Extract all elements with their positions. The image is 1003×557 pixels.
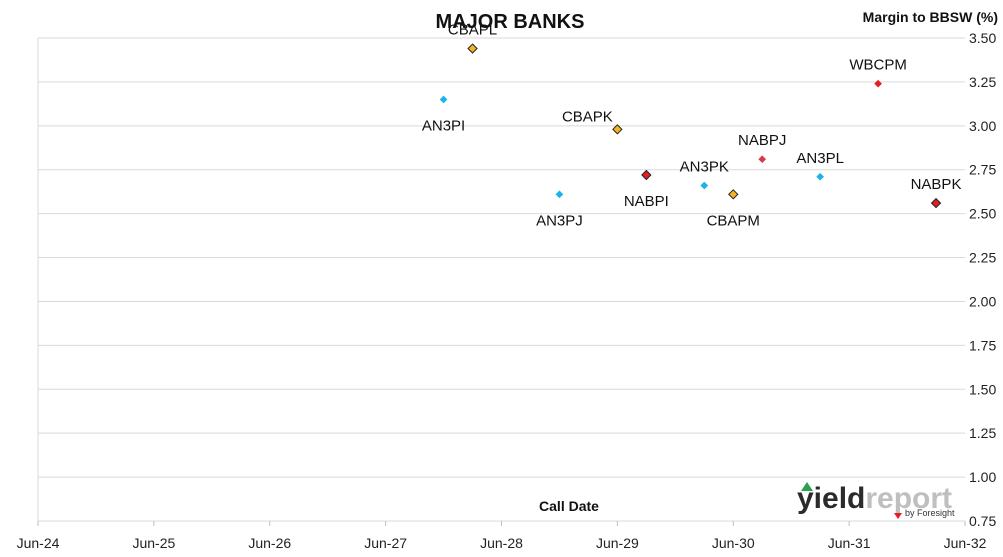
label-wbcpm: WBCPM (849, 57, 907, 74)
axes (37, 38, 966, 526)
y-tick-label: 2.00 (969, 293, 996, 309)
point-cbapm (728, 189, 739, 200)
y-tick-label: 2.25 (969, 250, 996, 266)
x-tick-labels: Jun-24 Jun-25 Jun-26 Jun-27 Jun-28 Jun-29 Jun-… (17, 535, 987, 551)
point-an3pi (439, 95, 448, 104)
logo-down-arrow-icon (894, 513, 902, 519)
point-cbapk (612, 124, 623, 135)
label-an3pj: AN3PJ (536, 212, 583, 229)
y-tick-label: 1.75 (969, 337, 996, 353)
point-nabpk (930, 197, 942, 209)
y-tick-label: 1.50 (969, 381, 996, 397)
logo-up-arrow-icon (801, 482, 813, 491)
x-tick-label: Jun-30 (712, 535, 755, 551)
data-labels: CBAPL AN3PI CBAPK NABPI AN3PJ AN3PK CBAPM NABPJ… (422, 22, 962, 230)
y-tick-label: 1.25 (969, 425, 996, 441)
yieldreport-logo: yieldreport by Foresight (797, 482, 955, 519)
x-tick-label: Jun-24 (17, 535, 60, 551)
x-tick-label: Jun-27 (364, 535, 407, 551)
label-nabpi: NABPI (624, 193, 669, 210)
label-cbapl: CBAPL (448, 22, 497, 39)
x-tick-label: Jun-31 (828, 535, 871, 551)
point-wbcpm (874, 79, 883, 88)
y-tick-label: 3.25 (969, 74, 996, 90)
x-tick-label: Jun-25 (132, 535, 175, 551)
x-tick-label: Jun-32 (944, 535, 987, 551)
label-an3pk: AN3PK (680, 159, 729, 176)
y-tick-label: 1.00 (969, 469, 996, 485)
grid-lines (38, 37, 965, 522)
point-nabpi (641, 169, 652, 181)
x-tick-label: Jun-28 (480, 535, 523, 551)
label-nabpj: NABPJ (738, 132, 786, 149)
label-cbapk: CBAPK (562, 108, 613, 125)
point-cbapl (467, 43, 478, 54)
y-tick-labels: 0.75 1.00 1.25 1.50 1.75 2.00 2.25 2.50 2.75 3.00… (969, 30, 996, 529)
x-tick-label: Jun-29 (596, 535, 639, 551)
label-an3pl: AN3PL (796, 150, 844, 167)
y-axis-label: Margin to BBSW (%) (863, 9, 998, 25)
logo-byline: by Foresight (905, 508, 955, 518)
y-tick-label: 2.75 (969, 162, 996, 178)
y-tick-label: 3.50 (969, 30, 996, 46)
data-points (439, 43, 942, 209)
x-tick-label: Jun-26 (248, 535, 291, 551)
label-an3pi: AN3PI (422, 117, 465, 134)
y-tick-label: 0.75 (969, 513, 996, 529)
point-an3pl (816, 172, 825, 181)
label-nabpk: NABPK (911, 176, 962, 193)
point-nabpj (758, 155, 767, 164)
logo-report: report (865, 482, 952, 515)
point-an3pj (555, 190, 564, 199)
logo-text: yieldreport (797, 482, 952, 515)
label-cbapm: CBAPM (707, 212, 760, 229)
y-tick-label: 3.00 (969, 118, 996, 134)
x-axis-label: Call Date (539, 498, 599, 514)
chart-title: MAJOR BANKS (436, 11, 585, 33)
point-an3pk (700, 181, 709, 190)
y-tick-label: 2.50 (969, 206, 996, 222)
